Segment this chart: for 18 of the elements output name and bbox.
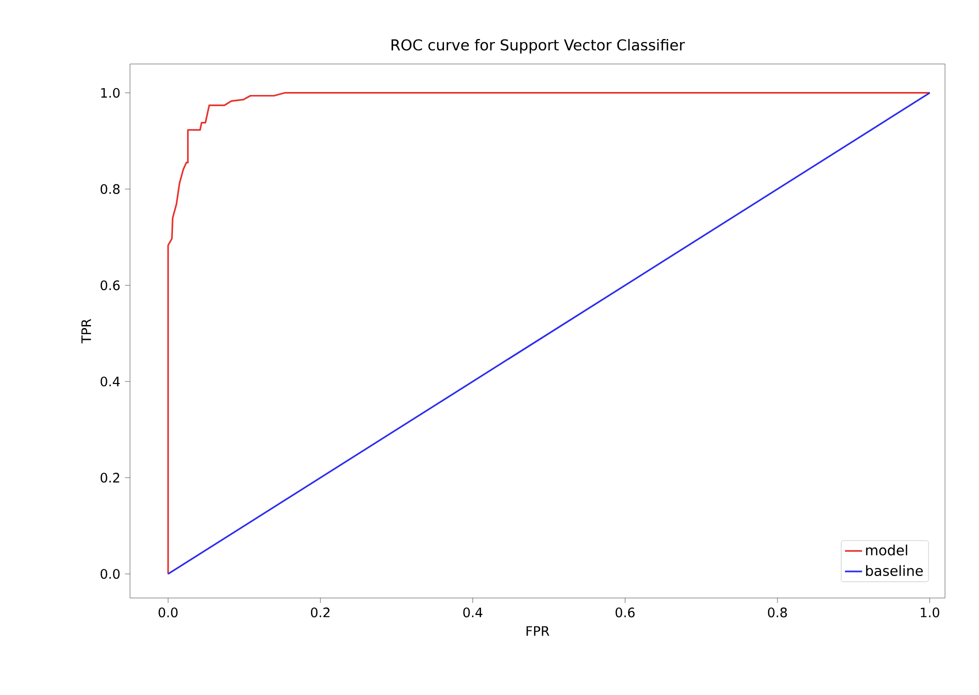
x-tick-label: 0.0: [158, 608, 178, 618]
x-tick-label: 0.2: [310, 608, 330, 618]
y-axis-title: TPR: [81, 318, 91, 344]
y-tick-label: 0.8: [100, 184, 120, 194]
x-tick-label: 0.4: [463, 608, 482, 618]
legend-label: baseline: [866, 565, 923, 576]
x-tick-label: 0.6: [616, 608, 635, 618]
x-axis-title: FPR: [526, 626, 550, 636]
y-tick-label: 0.6: [100, 280, 120, 290]
legend-label: model: [866, 544, 908, 556]
chart-title: ROC curve for Support Vector Classifier: [392, 38, 685, 54]
y-tick-label: 0.0: [100, 569, 120, 579]
line-series: [167, 92, 931, 575]
x-tick-label: 1.0: [920, 608, 940, 618]
y-tick-label: 0.4: [100, 376, 120, 386]
y-tick-label: 1.0: [101, 88, 120, 98]
x-tick-label: 0.8: [768, 608, 787, 618]
y-tick-label: 0.2: [100, 472, 120, 483]
